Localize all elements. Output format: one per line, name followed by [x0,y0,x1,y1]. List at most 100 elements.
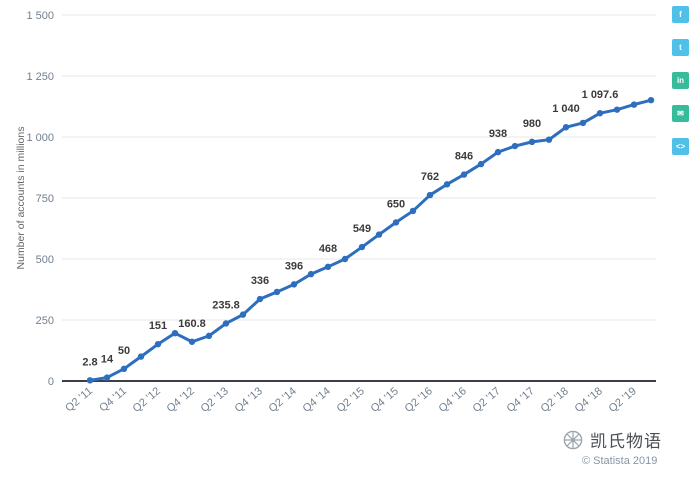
data-points [86,96,655,384]
data-point [205,332,213,340]
svg-text:0: 0 [48,376,54,388]
svg-text:Q4 '16: Q4 '16 [437,385,469,415]
svg-text:Q2 '15: Q2 '15 [335,385,367,415]
data-label: 980 [523,118,541,130]
mail-share-button[interactable]: ✉ [672,105,689,122]
data-label: 650 [387,198,405,210]
data-label: 549 [353,223,371,235]
svg-text:Q4 '15: Q4 '15 [369,385,401,415]
linkedin-icon: in [676,75,685,85]
data-point [103,374,111,381]
data-point [528,138,536,146]
svg-text:Q4 '17: Q4 '17 [505,385,537,415]
embed-icon: <> [675,141,686,151]
svg-text:1 250: 1 250 [26,71,54,83]
data-label: 396 [285,260,303,272]
data-label: 151 [149,320,167,332]
y-axis-title: Number of accounts in millions [15,127,27,270]
embed-share-button[interactable]: <> [672,138,689,155]
svg-text:Number of accounts in millions: Number of accounts in millions [15,127,27,270]
data-point [86,377,94,384]
series-line [88,98,653,382]
brand-name: 凯氏物语 [590,432,662,452]
data-point [290,281,298,288]
data-point [273,288,281,296]
svg-text:Q4 '13: Q4 '13 [233,385,265,415]
data-point [647,96,655,104]
data-point [358,243,366,251]
data-point [562,124,570,131]
data-point [494,148,502,156]
data-label: 1 097.6 [582,89,619,101]
y-axis-labels: 0 250 500 750 1 000 1 250 1 500 [26,10,54,388]
data-point [477,160,485,168]
data-label: 468 [319,243,337,255]
data-point [392,219,400,226]
data-label: 50 [118,345,130,357]
svg-text:Q4 '18: Q4 '18 [573,385,605,415]
svg-text:1 000: 1 000 [26,132,54,144]
data-point [630,101,638,108]
data-label: 336 [251,275,269,287]
data-point [341,255,349,263]
svg-text:Q2 '18: Q2 '18 [539,385,571,415]
data-label: 14 [101,354,114,366]
svg-text:Q2 '12: Q2 '12 [131,385,163,415]
data-point [426,191,434,199]
data-label: 235.8 [212,299,240,311]
data-point [545,136,553,143]
data-point [222,320,230,327]
data-point [511,142,519,150]
brand-logo-icon [563,430,583,449]
data-point [324,263,332,271]
svg-text:Q2 '14: Q2 '14 [267,385,299,415]
data-point [409,207,417,215]
mail-icon: ✉ [677,108,684,118]
data-point [120,365,128,372]
svg-text:Q2 '19: Q2 '19 [607,385,639,415]
svg-text:Q4 '11: Q4 '11 [97,385,129,414]
svg-text:500: 500 [36,254,54,266]
data-point [239,311,247,318]
facebook-share-button[interactable]: f [672,6,689,23]
data-label: 938 [489,128,507,140]
data-point [460,171,468,178]
data-point [154,340,162,348]
data-point [256,295,264,303]
data-point [579,119,587,127]
data-point [375,231,383,238]
data-labels: 2.8 14 50 151 160.8 235.8 336 396 468 549 650 762 84… [82,89,618,368]
data-label: 762 [421,171,439,183]
data-point [596,109,604,117]
data-point [307,270,315,278]
statista-copyright: © Statista 2019 [582,455,658,467]
svg-text:Q2 '17: Q2 '17 [471,385,503,415]
data-point [137,353,145,360]
x-axis-labels: Q2 '11 Q4 '11 Q2 '12 Q4 '12 Q2 '13 Q4 '13 Q2 '… [63,385,639,415]
data-point [613,106,621,113]
data-point [171,329,179,337]
linkedin-share-button[interactable]: in [672,72,689,89]
data-point [443,181,451,188]
svg-text:1 500: 1 500 [26,10,54,22]
data-label: 1 040 [552,103,580,115]
data-label: 2.8 [82,356,97,368]
share-sidebar: f t in ✉ <> [672,6,689,155]
facebook-icon: f [679,9,682,19]
gridlines [62,14,656,321]
svg-text:Q2 '11: Q2 '11 [63,385,95,414]
svg-text:Q4 '14: Q4 '14 [301,385,333,415]
svg-text:750: 750 [36,193,54,205]
data-label: 846 [455,151,473,163]
svg-text:Q4 '12: Q4 '12 [165,385,197,415]
twitter-share-button[interactable]: t [672,39,689,56]
data-point [188,338,196,345]
twitter-icon: t [679,42,682,52]
svg-text:Q2 '13: Q2 '13 [199,385,231,415]
svg-text:250: 250 [36,315,54,327]
data-label: 160.8 [178,318,206,330]
watermark: 凯氏物语 © Statista 2019 [562,427,662,467]
brand-row: 凯氏物语 [562,427,662,452]
svg-text:Q2 '16: Q2 '16 [403,385,435,415]
